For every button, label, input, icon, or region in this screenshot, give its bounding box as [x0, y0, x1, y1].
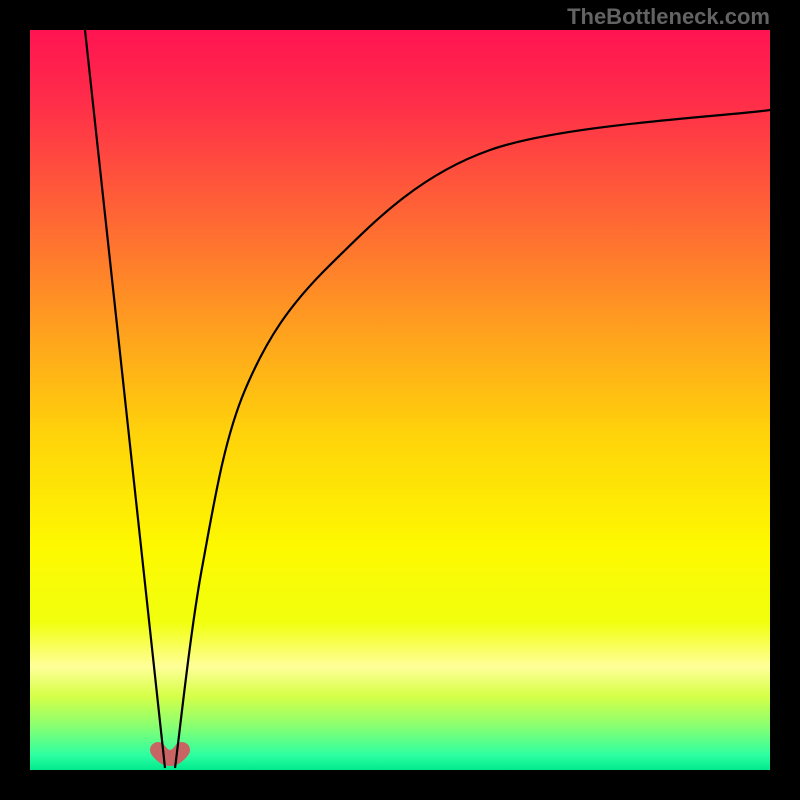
watermark-text: TheBottleneck.com: [567, 4, 770, 30]
plot-svg: [30, 30, 770, 770]
gradient-rect: [30, 30, 770, 770]
fudge-marker: [158, 750, 182, 758]
plot-area: [30, 30, 770, 770]
chart-frame: TheBottleneck.com: [0, 0, 800, 800]
